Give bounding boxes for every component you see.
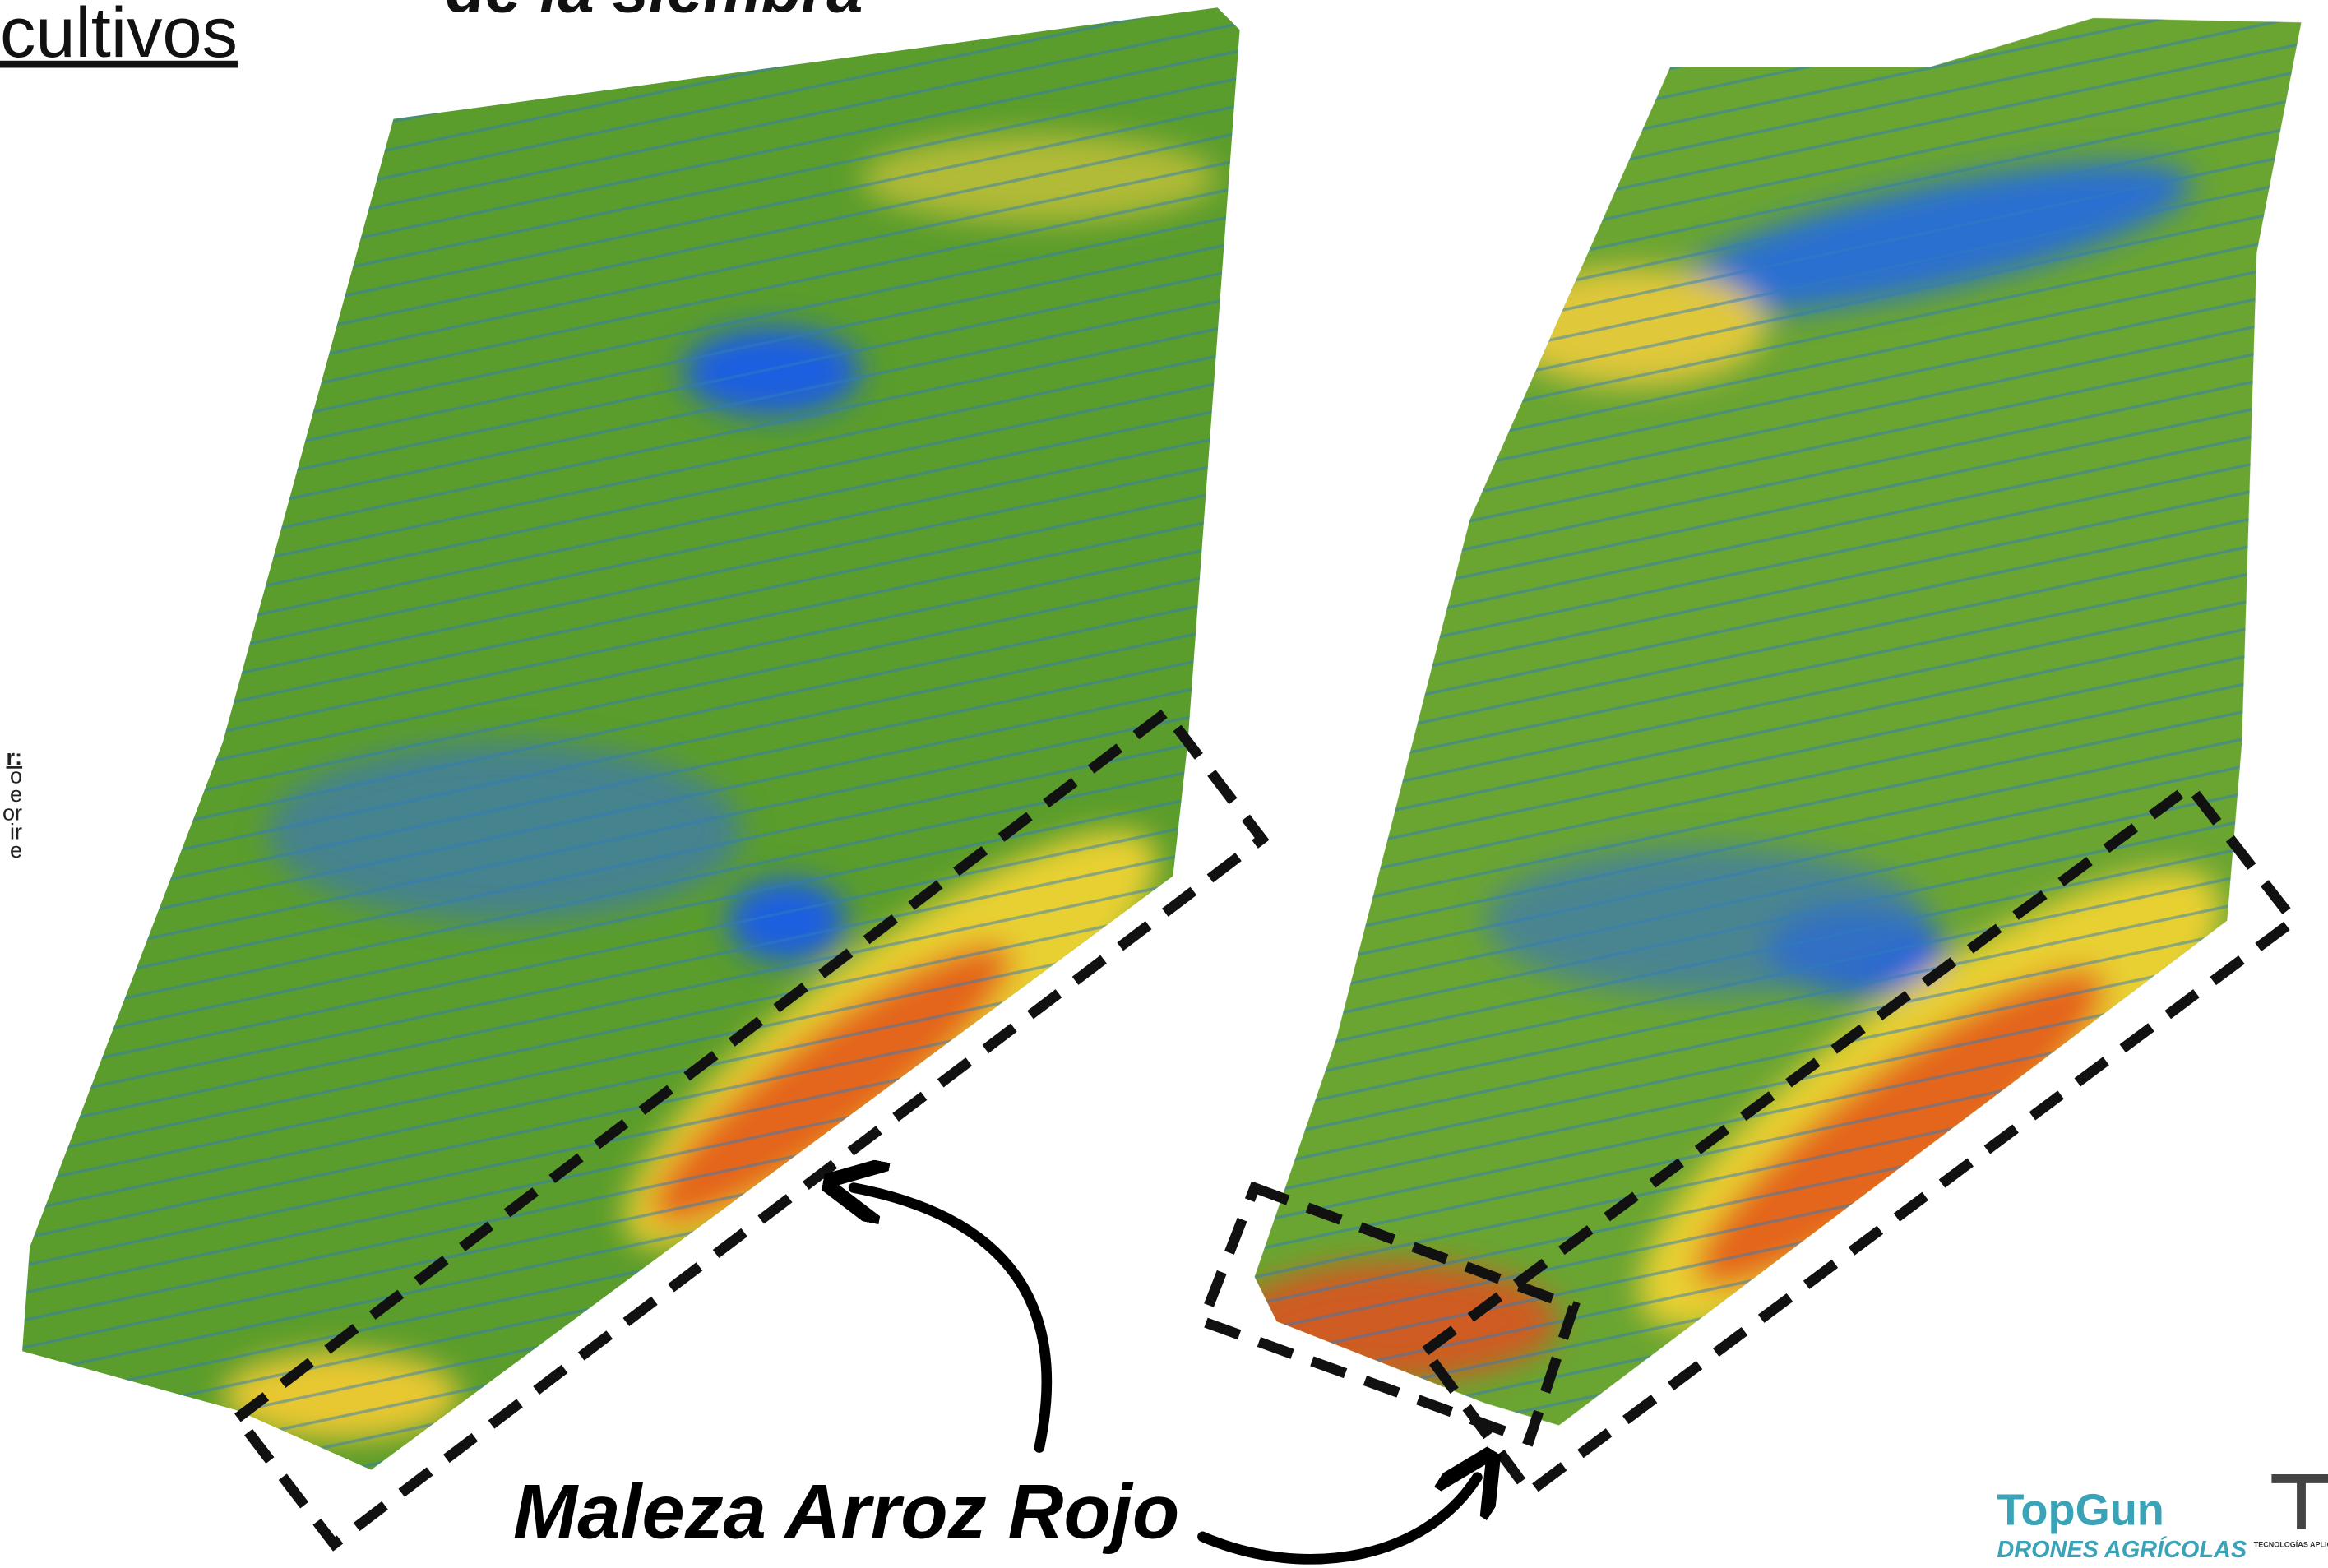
logo-tagline: DRONES AGRÍCOLAS [1997, 1535, 2247, 1563]
logo-mark [2271, 1478, 2328, 1529]
page: {"header": {"title_fragment": "cultivos"… [0, 0, 2328, 1568]
logo-tecnologias: TECNOLOGÍAS APLIC [2254, 1540, 2328, 1549]
subtitle-fragment: de la siembra [446, 0, 863, 26]
ndvi-map-right [1187, 0, 2328, 1568]
side-text-line: e [10, 837, 22, 863]
ndvi-map-left [0, 0, 1277, 1568]
slide: cultivos de la siembra r:oeorire [0, 0, 2328, 1568]
title-fragment: cultivos [0, 0, 238, 72]
annotation: Maleza Arroz Rojo [513, 1469, 1179, 1555]
logo-topgun: TopGun [1997, 1485, 2164, 1534]
